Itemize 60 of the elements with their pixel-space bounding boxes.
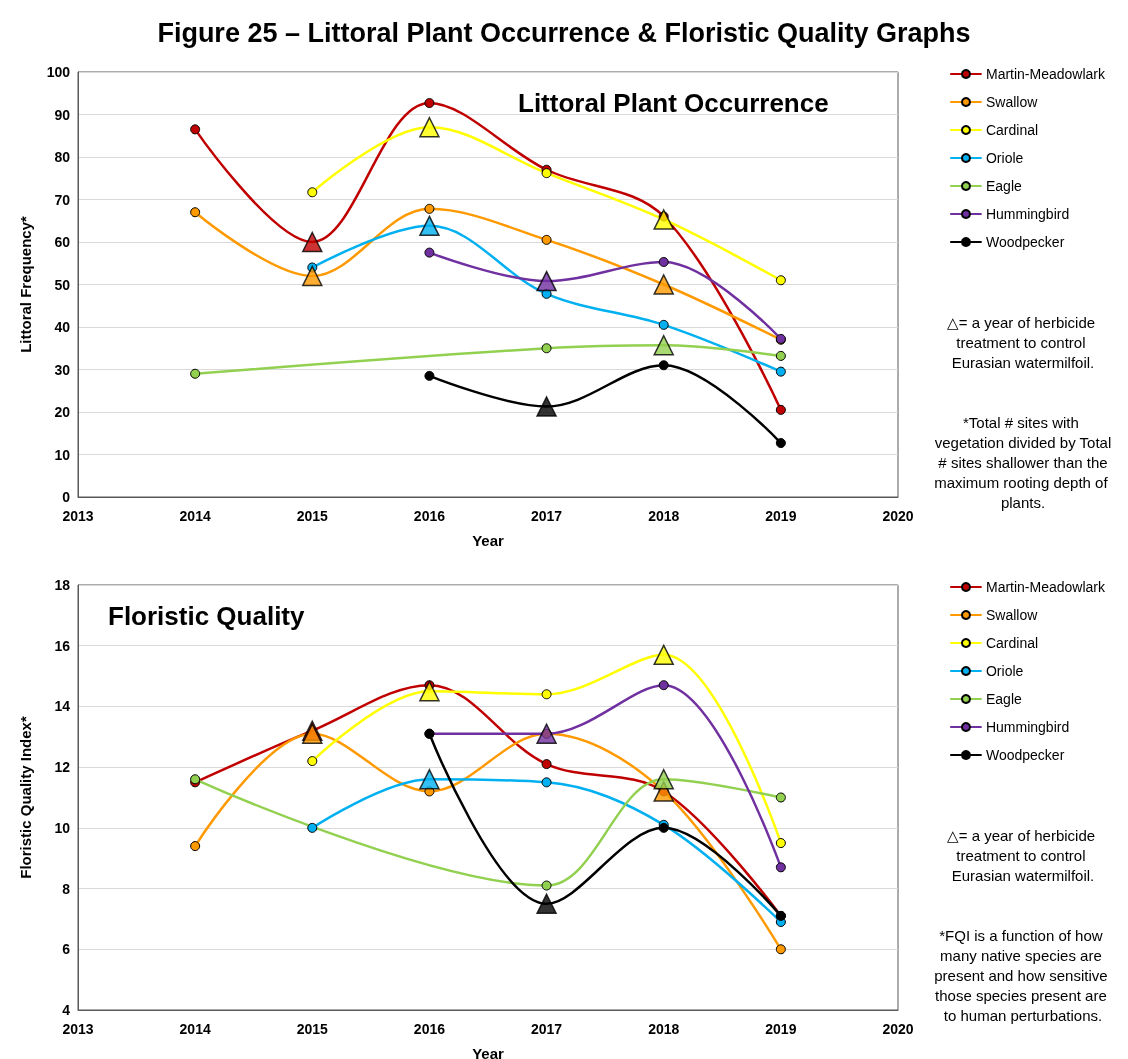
legend-label: Eagle (985, 691, 1022, 707)
x-tick-label: 2014 (179, 508, 211, 524)
text: *Total # sites with vegetation divided by Total # sites shallower than the maximum rooting depth of plants. (934, 413, 1112, 511)
y-tick-label: 80 (54, 149, 71, 165)
x-tick-label: 2015 (296, 1021, 329, 1037)
y-tick-label: 6 (62, 941, 71, 958)
y-tick-label: 20 (54, 404, 71, 420)
legend-label: Hummingbird (985, 719, 1070, 735)
y-tick-label: 0 (62, 489, 71, 505)
x-tick-label: 2016 (413, 1021, 446, 1037)
y-tick-label: 10 (54, 819, 71, 836)
y-axis-title: Floristic Quality Index* (17, 716, 34, 879)
x-tick-label: 2018 (648, 1021, 680, 1037)
x-tick-label: 2013 (62, 1021, 94, 1037)
x-axis-title: Year (472, 1045, 505, 1059)
y-tick-label: 4 (62, 1002, 71, 1018)
y-tick-label: 100 (46, 64, 71, 80)
y-tick-label: 60 (54, 234, 71, 250)
y-tick-label: 50 (54, 276, 71, 293)
text: △= a year of herbicide treatment to control Eurasian watermilfoil. (946, 826, 1100, 884)
y-axis-title: Littoral Frequency* (17, 216, 34, 353)
text: *FQI is a function of how many native species are present and how sensitive those species present are to human perturbations. (934, 926, 1112, 1024)
x-tick-label: 2020 (882, 1021, 914, 1037)
y-tick-label: 30 (54, 361, 71, 378)
legend-label: Cardinal (985, 122, 1039, 138)
x-tick-label: 2017 (530, 508, 563, 524)
legend-label: Martin-Meadowlark (985, 579, 1106, 595)
x-tick-label: 2016 (413, 508, 446, 524)
legend-label: Swallow (985, 94, 1039, 110)
y-tick-label: 14 (54, 698, 71, 715)
y-tick-label: 8 (62, 880, 71, 897)
x-axis-title: Year (472, 532, 505, 549)
x-tick-label: 2018 (648, 508, 680, 524)
legend-label: Oriole (985, 150, 1024, 166)
legend-label: Swallow (985, 607, 1039, 623)
text: Littoral Plant Occurrence (518, 88, 829, 118)
x-tick-label: 2017 (530, 1021, 563, 1037)
x-tick-label: 2019 (765, 508, 797, 524)
legend-label: Woodpecker (985, 747, 1065, 763)
text: △= a year of herbicide treatment to control Eurasian watermilfoil. (946, 313, 1100, 371)
x-tick-label: 2015 (296, 508, 329, 524)
legend-label: Hummingbird (985, 206, 1070, 222)
legend-label: Martin-Meadowlark (985, 66, 1106, 82)
y-tick-label: 10 (54, 446, 71, 463)
y-tick-label: 18 (54, 577, 71, 593)
text: Floristic Quality (108, 601, 306, 631)
x-tick-label: 2020 (882, 508, 914, 524)
legend-label: Oriole (985, 663, 1024, 679)
y-tick-label: 70 (54, 191, 71, 208)
legend-label: Cardinal (985, 635, 1039, 651)
y-tick-label: 40 (54, 319, 71, 335)
chart-title: Figure 25 – Littoral Plant Occurrence & Floristic Quality Graphs (157, 17, 971, 48)
y-tick-label: 16 (54, 637, 71, 654)
x-tick-label: 2014 (179, 1021, 211, 1037)
x-tick-label: 2013 (62, 508, 94, 524)
y-tick-label: 90 (54, 106, 71, 123)
legend-label: Eagle (985, 178, 1022, 194)
legend-label: Woodpecker (985, 234, 1065, 250)
x-tick-label: 2019 (765, 1021, 797, 1037)
y-tick-label: 12 (54, 759, 71, 776)
